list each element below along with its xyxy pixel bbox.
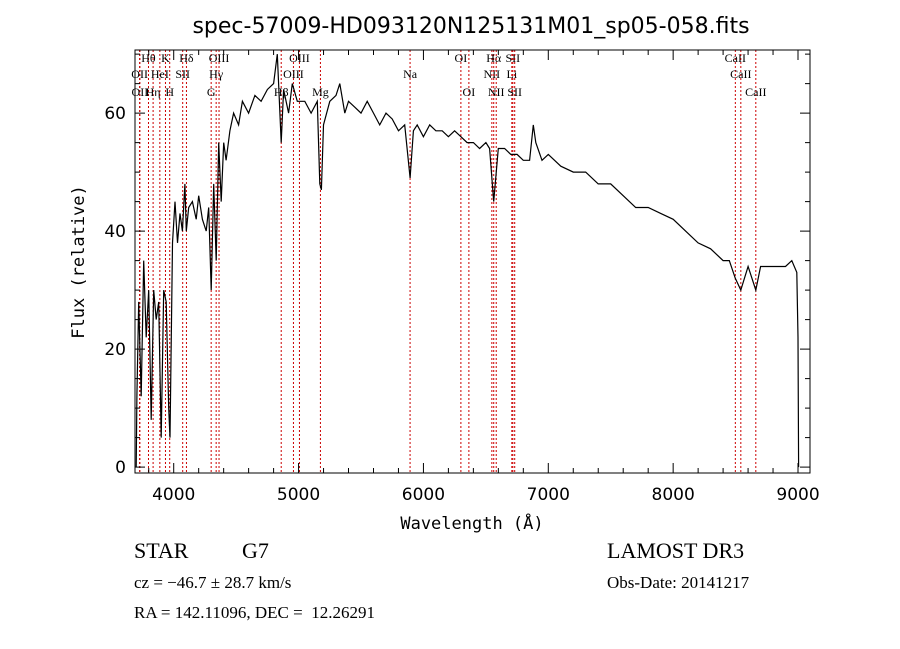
line-marker-label: Hδ — [179, 51, 194, 65]
x-tick-label: 8000 — [652, 485, 695, 505]
line-marker-label: Mg — [312, 85, 329, 99]
object-subclass: G7 — [242, 538, 269, 563]
y-axis-label: Flux (relative) — [69, 185, 89, 339]
coordinates: RA = 142.11096, DEC = 12.26291 — [134, 603, 375, 622]
line-marker-label: Hα — [486, 51, 502, 65]
line-marker-label: NII — [488, 85, 505, 99]
y-tick-label: 20 — [104, 340, 126, 360]
line-marker-label: H — [165, 85, 174, 99]
line-marker-label: G — [207, 85, 216, 99]
x-tick-label: 5000 — [277, 485, 320, 505]
survey-name: LAMOST DR3 — [607, 538, 745, 563]
line-marker-label: CaII — [745, 85, 766, 99]
redshift-cz: cz = −46.7 ± 28.7 km/s — [134, 573, 292, 592]
line-marker-label: HeI — [151, 67, 169, 81]
line-marker-label: OIII — [283, 67, 304, 81]
line-marker-label: OIII — [209, 51, 230, 65]
line-marker-label: SII — [505, 51, 520, 65]
line-marker-label: NII — [484, 67, 501, 81]
line-marker-label: OI — [455, 51, 468, 65]
plot-frame — [134, 49, 811, 474]
x-tick-label: 6000 — [402, 485, 445, 505]
line-marker-label: OI — [463, 85, 476, 99]
line-marker-label: Hη — [146, 85, 161, 99]
x-tick-label: 7000 — [527, 485, 570, 505]
line-marker-label: OII — [132, 85, 149, 99]
axis-ticks: 4000 5000 6000 7000 8000 9000 0 20 40 60 — [104, 50, 820, 505]
line-marker-label: Na — [403, 67, 418, 81]
x-tick-label: 9000 — [776, 485, 819, 505]
line-marker-label: Hγ — [209, 67, 224, 81]
line-marker-label: Hθ — [141, 51, 156, 65]
line-markers: OIIOIIHθHηHeIKHSIIHδGHγOIIIHβOIIIOIIIMgN… — [131, 50, 766, 473]
line-marker-label: Li — [506, 67, 517, 81]
x-axis-label: Wavelength (Å) — [400, 512, 543, 534]
obs-date: Obs-Date: 20141217 — [607, 573, 750, 592]
chart-title: spec-57009-HD093120N125131M01_sp05-058.f… — [192, 14, 749, 39]
y-tick-label: 0 — [115, 458, 126, 478]
line-marker-label: OIII — [289, 51, 310, 65]
y-tick-label: 40 — [104, 222, 126, 242]
line-marker-label: SII — [175, 67, 190, 81]
line-marker-label: K — [161, 51, 170, 65]
spectrum-line — [135, 54, 800, 468]
line-marker-label: SII — [507, 85, 522, 99]
line-marker-label: CaII — [730, 67, 751, 81]
object-class: STAR — [134, 538, 189, 563]
x-tick-label: 4000 — [152, 485, 195, 505]
y-tick-label: 60 — [104, 104, 126, 124]
line-marker-label: Hβ — [274, 85, 289, 99]
line-marker-label: CaII — [725, 51, 746, 65]
